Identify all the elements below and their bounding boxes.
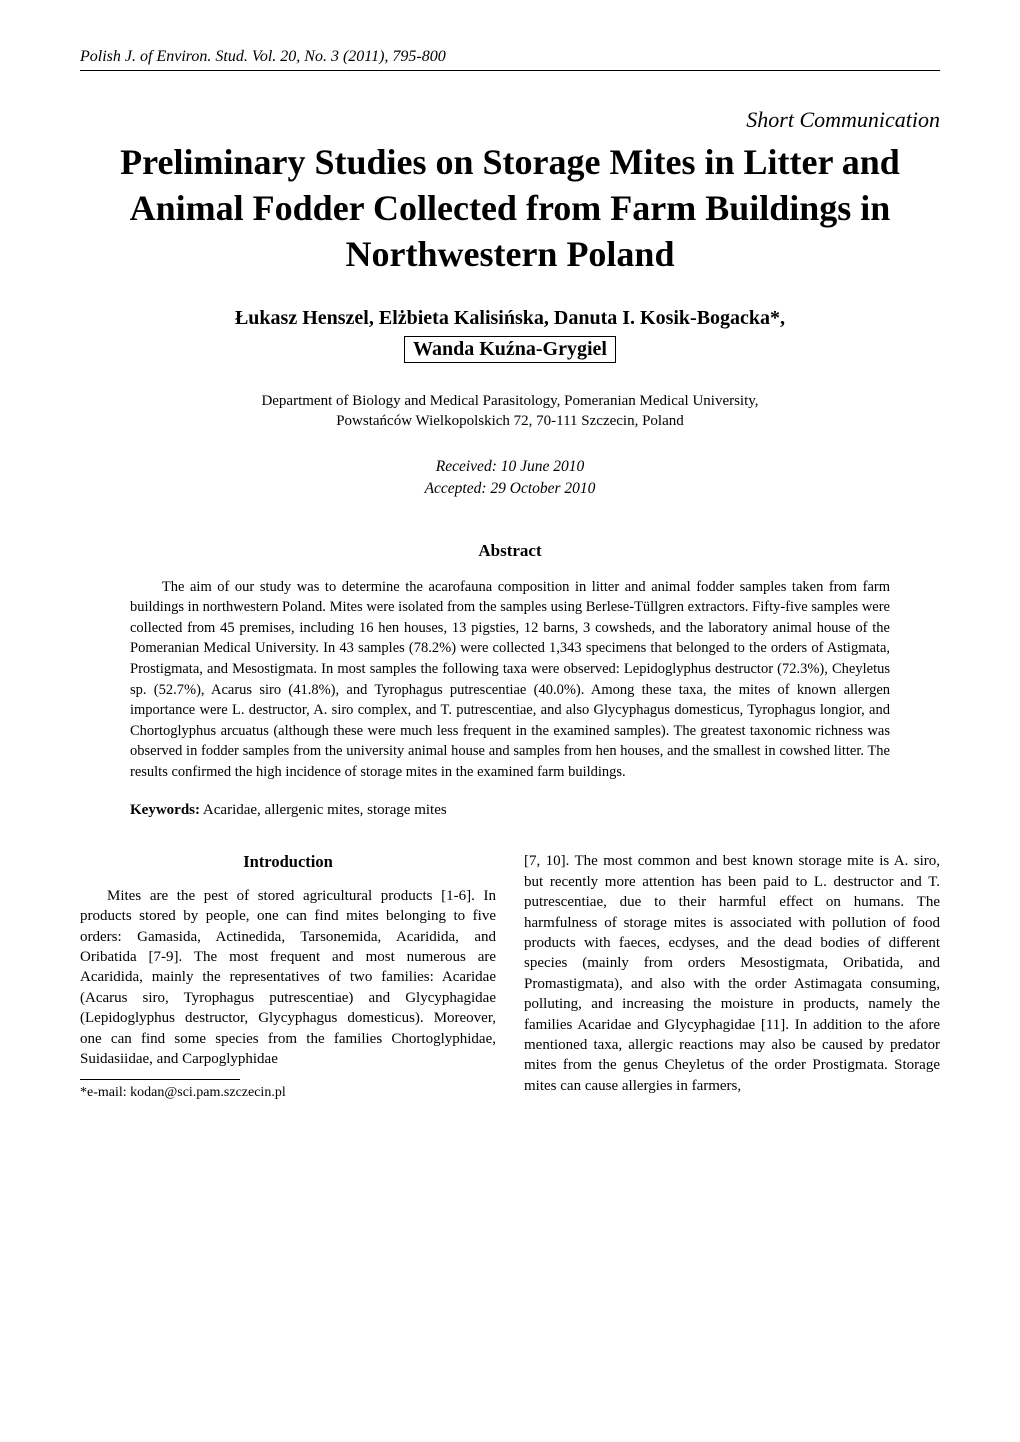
dates-block: Received: 10 June 2010 Accepted: 29 Octo… <box>80 456 940 501</box>
corresponding-author-footnote: *e-mail: kodan@sci.pam.szczecin.pl <box>80 1083 496 1102</box>
introduction-heading: Introduction <box>80 851 496 873</box>
footnote-rule <box>80 1079 240 1080</box>
header-rule <box>80 70 940 71</box>
keywords-line: Keywords: Acaridae, allergenic mites, st… <box>130 802 890 819</box>
affiliation-line-1: Department of Biology and Medical Parasi… <box>261 393 758 409</box>
abstract-text: The aim of our study was to determine th… <box>130 577 890 783</box>
accepted-date: Accepted: 29 October 2010 <box>425 480 596 497</box>
authors-block: Łukasz Henszel, Elżbieta Kalisińska, Dan… <box>80 307 940 363</box>
article-title: Preliminary Studies on Storage Mites in … <box>80 139 940 277</box>
authors-line-1: Łukasz Henszel, Elżbieta Kalisińska, Dan… <box>235 307 785 329</box>
intro-paragraph-left: Mites are the pest of stored agricultura… <box>80 886 496 1070</box>
abstract-heading: Abstract <box>80 541 940 561</box>
received-date: Received: 10 June 2010 <box>436 458 584 475</box>
running-header: Polish J. of Environ. Stud. Vol. 20, No.… <box>80 48 940 66</box>
affiliation: Department of Biology and Medical Parasi… <box>80 391 940 432</box>
keywords-text: Acaridae, allergenic mites, storage mite… <box>200 802 447 818</box>
intro-paragraph-right: [7, 10]. The most common and best known … <box>524 851 940 1096</box>
boxed-author: Wanda Kuźna-Grygiel <box>404 336 616 363</box>
short-communication-label: Short Communication <box>80 107 940 133</box>
body-columns: Introduction Mites are the pest of store… <box>80 851 940 1102</box>
column-1: Introduction Mites are the pest of store… <box>80 851 496 1102</box>
affiliation-line-2: Powstańców Wielkopolskich 72, 70-111 Szc… <box>336 413 684 429</box>
page: Polish J. of Environ. Stud. Vol. 20, No.… <box>0 0 1020 1442</box>
keywords-label: Keywords: <box>130 802 200 818</box>
